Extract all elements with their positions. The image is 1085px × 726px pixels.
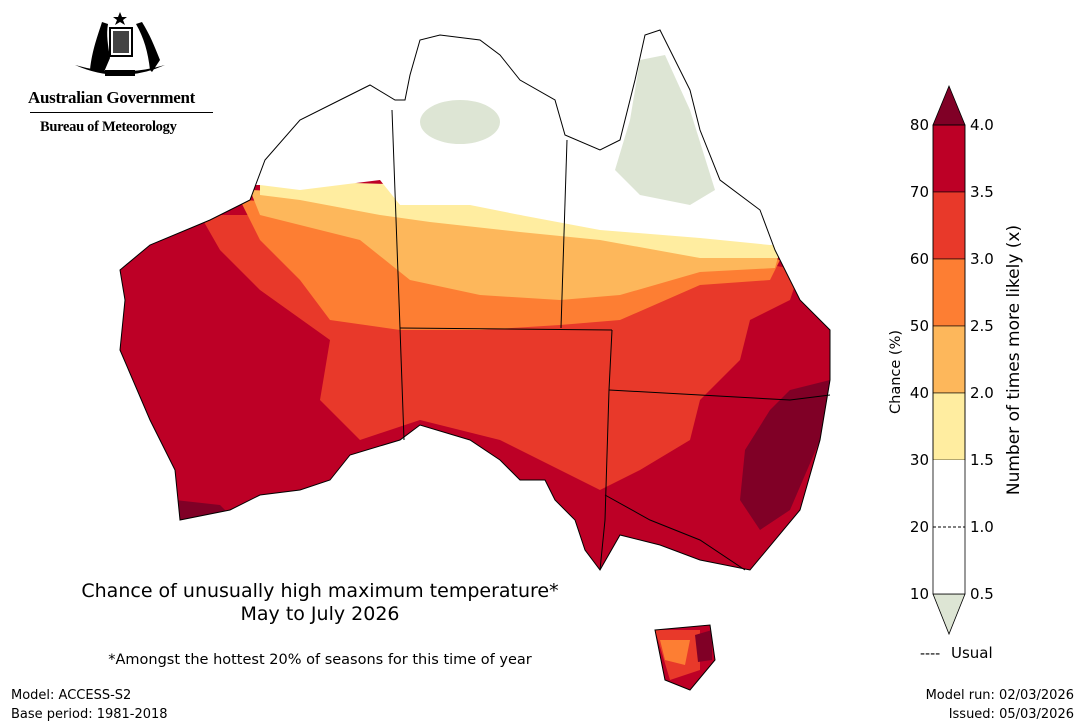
zone-below-10-nt	[420, 100, 500, 144]
logo-divider	[30, 112, 213, 113]
issued-label: Issued: 05/03/2026	[948, 707, 1074, 722]
chance-tick-label: 50	[910, 317, 929, 335]
likely-axis-label: Number of times more likely (x)	[1004, 225, 1024, 495]
zone-above-80-tas	[695, 630, 712, 662]
colorbar-segment	[933, 460, 965, 527]
colorbar-segment	[933, 527, 965, 594]
chance-tick-label: 80	[910, 116, 929, 134]
colorbar-segment	[932, 191, 966, 260]
coat-of-arms-logo	[75, 12, 165, 76]
colorbar-bottom-extension	[932, 593, 966, 636]
map-title-line2: May to July 2026	[240, 603, 400, 625]
colorbar-segment	[932, 392, 966, 461]
zone-30-40	[260, 180, 780, 258]
likely-tick-label: 4.0	[970, 116, 994, 134]
map-footnote: *Amongst the hottest 20% of seasons for …	[108, 652, 532, 668]
likely-tick-label: 3.0	[970, 250, 994, 268]
agency-name: Bureau of Meteorology	[40, 119, 177, 135]
state-borders	[391, 109, 831, 571]
map-title: Chance of unusually high maximum tempera…	[40, 580, 600, 626]
colorbar-legend: 80 4.0 70 3.5 60 3.0 50 2.5 40 2.0 30 1.5 20 1.0 10 0.5…	[888, 84, 1024, 662]
zone-40-50	[250, 190, 780, 300]
likely-tick-label: 1.0	[970, 518, 994, 536]
likely-tick-label: 2.0	[970, 384, 994, 402]
usual-marker: ----	[920, 646, 940, 662]
likely-tick-label: 1.5	[970, 451, 994, 469]
zone-below-10-qld	[615, 55, 715, 205]
usual-label: Usual	[951, 644, 993, 662]
base-period-label: Base period: 1981-2018	[11, 707, 168, 722]
colorbar-top-extension	[932, 84, 966, 126]
chance-tick-label: 30	[910, 451, 929, 469]
colorbar-segment	[932, 124, 966, 193]
model-label: Model: ACCESS-S2	[11, 688, 132, 703]
chance-tick-label: 20	[910, 518, 929, 536]
likely-tick-label: 2.5	[970, 317, 994, 335]
zone-above-80-east	[740, 380, 830, 530]
government-name: Australian Government	[28, 88, 195, 107]
chance-tick-label: 10	[910, 585, 929, 603]
zone-60-70	[200, 215, 800, 680]
likely-tick-label: 0.5	[970, 585, 994, 603]
model-run-label: Model run: 02/03/2026	[925, 688, 1074, 703]
colorbar-segment	[932, 325, 966, 394]
forecast-map	[119, 29, 831, 691]
colorbar-segment	[932, 258, 966, 327]
likely-tick-label: 3.5	[970, 183, 994, 201]
chance-tick-label: 70	[910, 183, 929, 201]
zone-50-60	[240, 200, 780, 665]
chance-tick-label: 40	[910, 384, 929, 402]
chance-axis-label: Chance (%)	[888, 330, 904, 414]
chance-tick-label: 60	[910, 250, 929, 268]
map-title-line1: Chance of unusually high maximum tempera…	[81, 580, 559, 602]
